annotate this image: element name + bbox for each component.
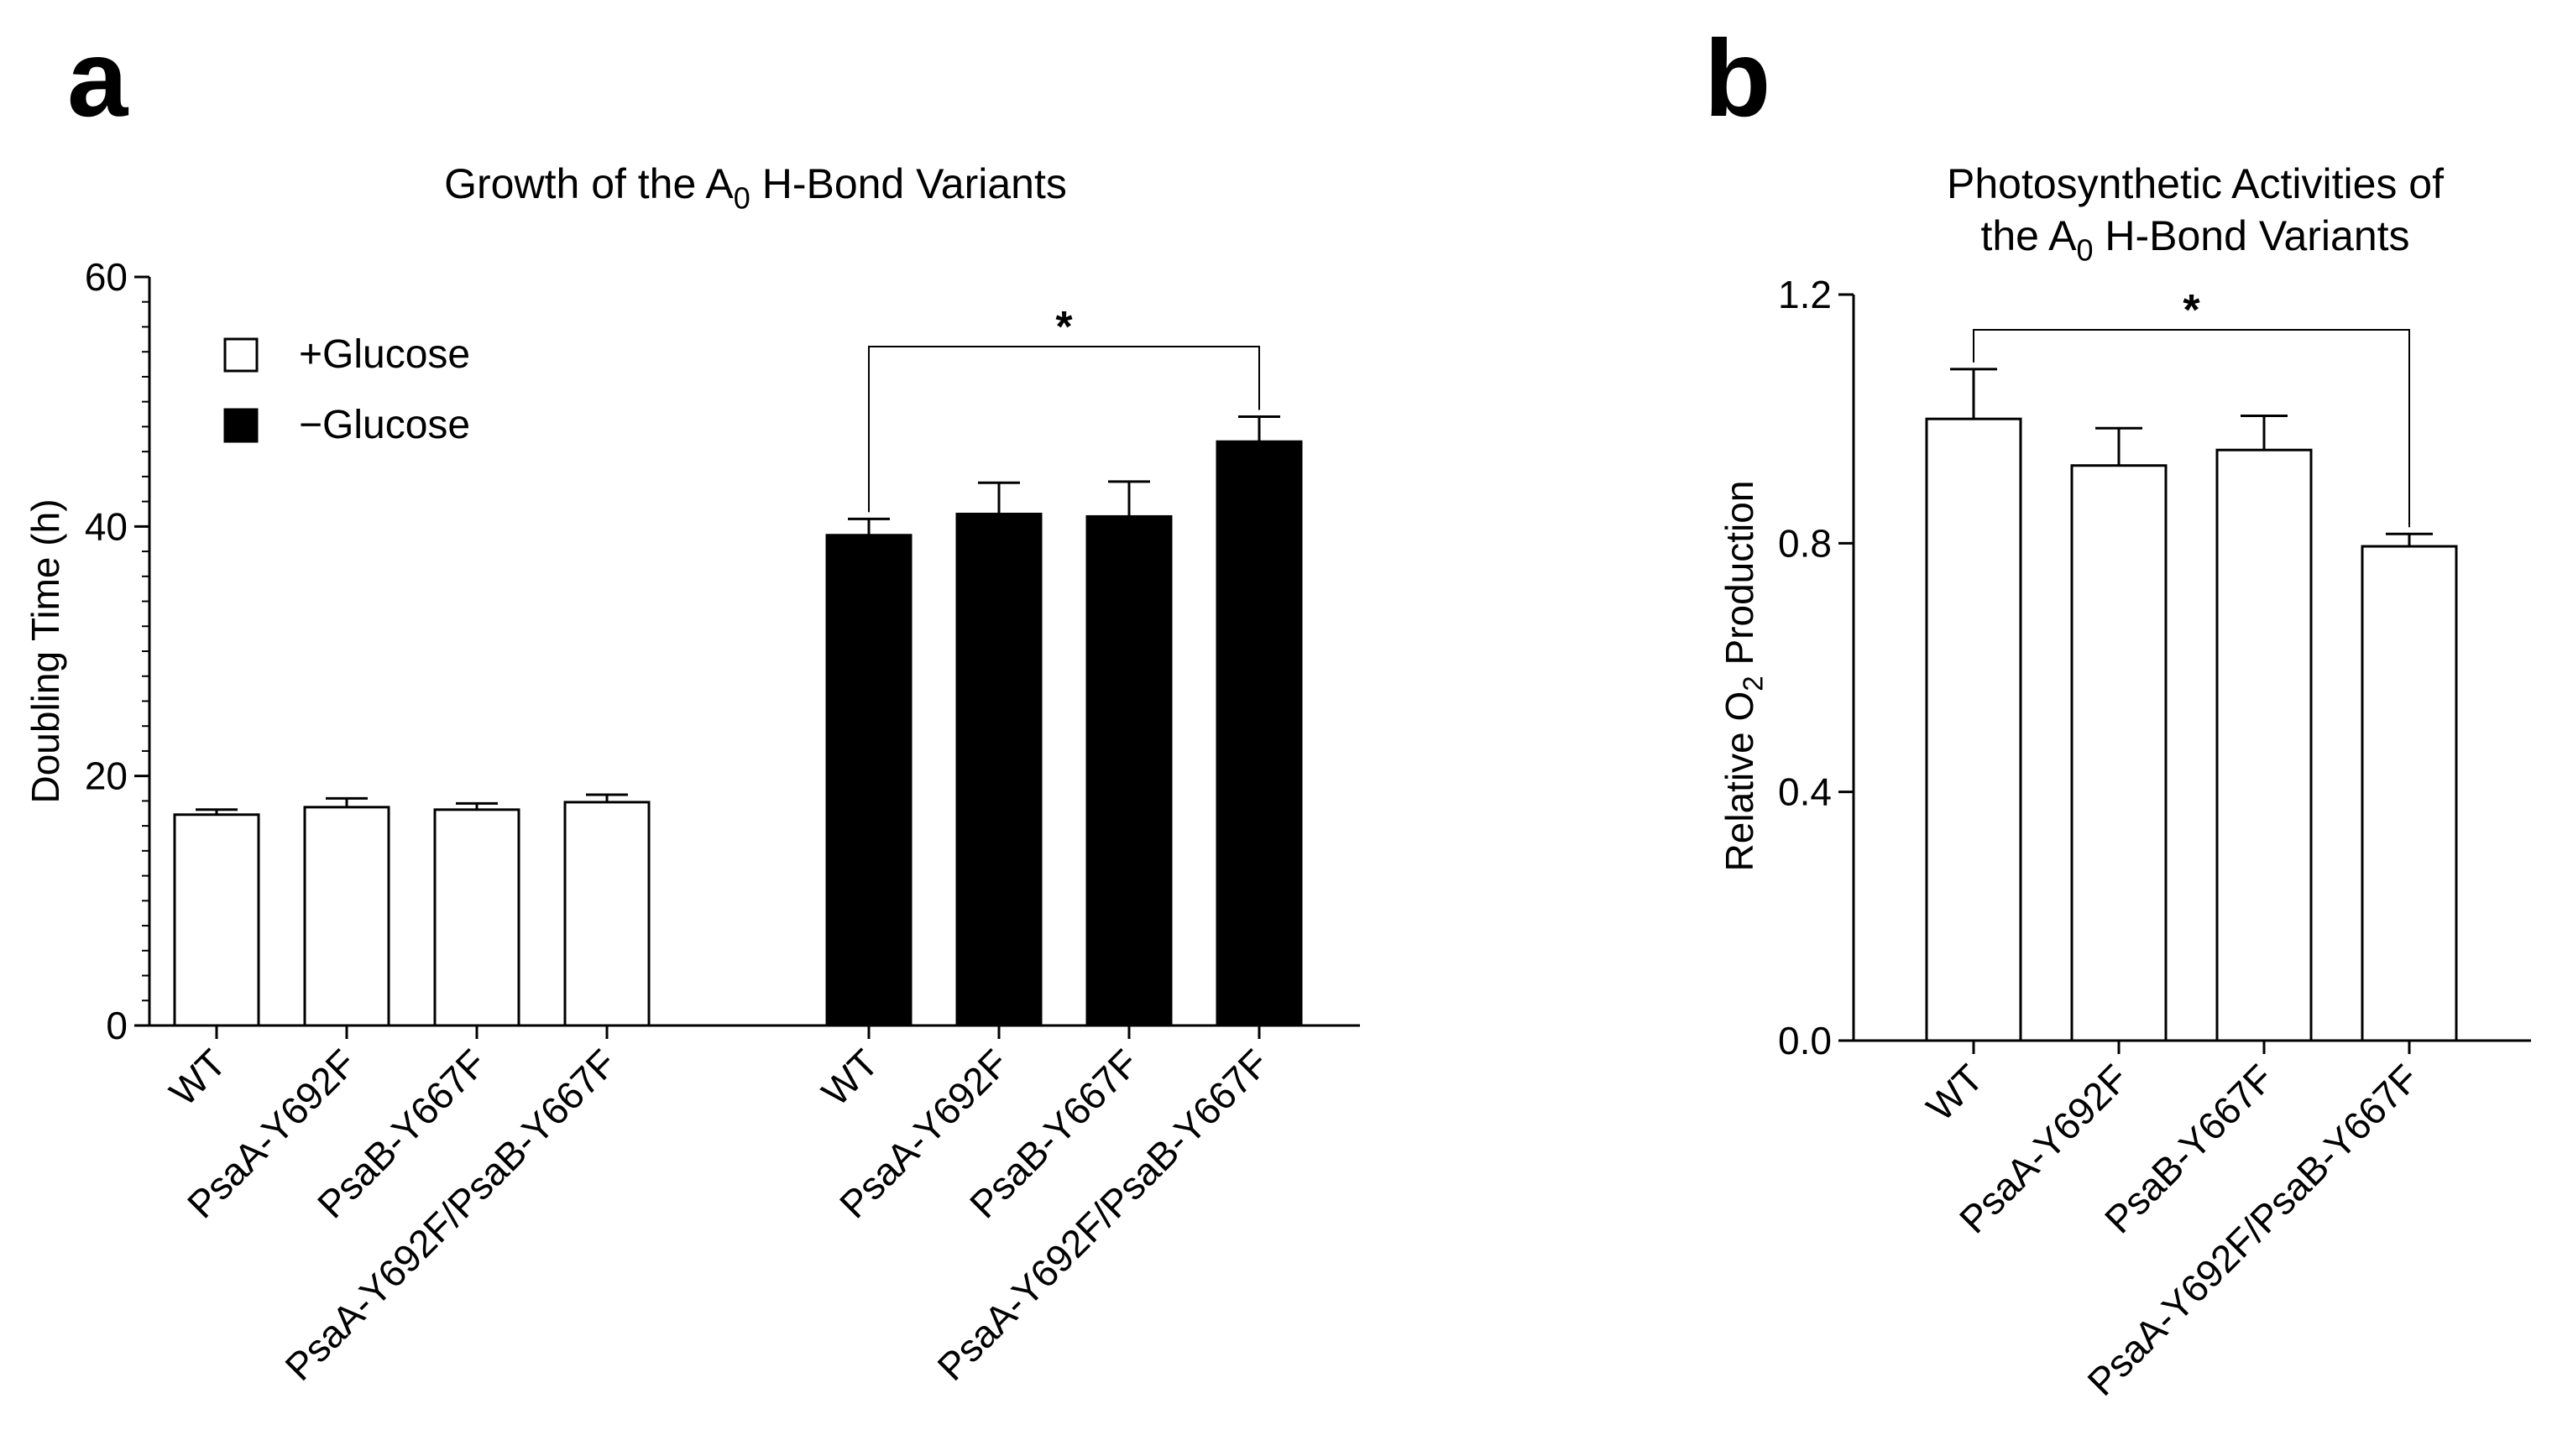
bar bbox=[1085, 514, 1173, 1027]
y-tick-label: 0 bbox=[106, 1004, 128, 1047]
y-axis-label: Relative O2 Production bbox=[1718, 481, 1770, 872]
y-axis-label: Doubling Time (h) bbox=[24, 498, 67, 803]
panel-letter-b: b bbox=[1704, 17, 1771, 139]
x-tick-label: WT bbox=[813, 1041, 886, 1114]
chart-a: Growth of the A0 H-Bond Variants 0 20 40 60 D… bbox=[24, 160, 1360, 1389]
significance-bracket bbox=[868, 346, 1260, 513]
y-tick-label: 20 bbox=[85, 754, 128, 798]
bar bbox=[173, 813, 260, 1027]
chart-title-line2: the A0 H-Bond Variants bbox=[1980, 212, 2409, 268]
y-tick-label: 0.0 bbox=[1778, 1019, 1832, 1062]
bar bbox=[2361, 545, 2458, 1042]
panel-letter-a: a bbox=[67, 17, 128, 139]
chart-b: Photosynthetic Activities of the A0 H-Bon… bbox=[1718, 160, 2531, 1404]
bar bbox=[303, 806, 390, 1027]
bar bbox=[1925, 417, 2022, 1042]
x-tick-label: WT bbox=[161, 1041, 234, 1114]
bar bbox=[563, 801, 651, 1027]
legend-label: −Glucose bbox=[299, 403, 470, 447]
bar bbox=[825, 534, 913, 1027]
x-tick-label: WT bbox=[1918, 1056, 1991, 1129]
legend-swatch bbox=[223, 408, 259, 443]
chart-title-line1: Photosynthetic Activities of bbox=[1947, 160, 2444, 207]
bar bbox=[2215, 448, 2313, 1042]
y-tick-label: 60 bbox=[85, 255, 128, 299]
legend-label: +Glucose bbox=[299, 332, 470, 377]
bar bbox=[955, 512, 1043, 1027]
y-tick-label: 0.4 bbox=[1778, 770, 1832, 814]
y-tick-label: 40 bbox=[85, 504, 128, 548]
y-tick-label: 0.8 bbox=[1778, 521, 1832, 565]
bar bbox=[433, 808, 520, 1027]
chart-title: Growth of the A0 H-Bond Variants bbox=[444, 160, 1067, 216]
y-tick-label: 1.2 bbox=[1778, 273, 1832, 316]
legend-swatch bbox=[223, 337, 259, 373]
bar bbox=[1216, 440, 1303, 1027]
significance-bracket bbox=[1973, 329, 2410, 528]
significance-asterisk: * bbox=[2183, 286, 2200, 335]
significance-asterisk: * bbox=[1055, 303, 1073, 352]
bar bbox=[2070, 464, 2168, 1042]
